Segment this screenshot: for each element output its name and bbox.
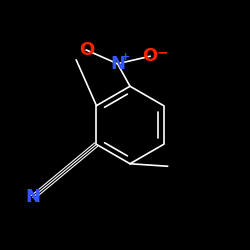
- Text: O: O: [78, 41, 94, 59]
- Text: N: N: [25, 188, 40, 206]
- Text: +: +: [120, 52, 130, 62]
- Text: O: O: [142, 47, 158, 65]
- Text: −: −: [156, 45, 168, 59]
- Text: N: N: [110, 55, 125, 73]
